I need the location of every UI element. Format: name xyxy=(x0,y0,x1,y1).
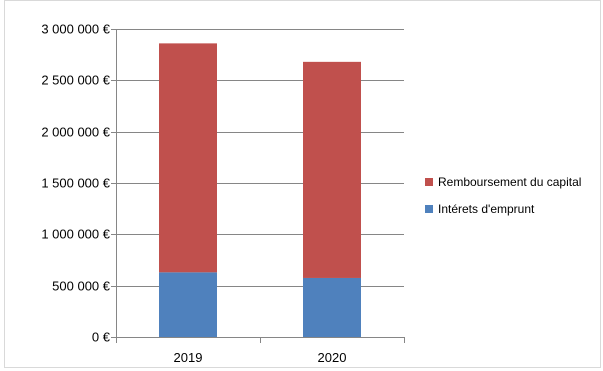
legend-swatch xyxy=(425,178,433,186)
bar-int-rets-d-emprunt xyxy=(303,277,361,337)
x-tick-label: 2019 xyxy=(174,350,203,365)
bar-remboursement-du-capital xyxy=(303,61,361,278)
bar-remboursement-du-capital xyxy=(159,43,217,273)
y-tick-label: 1 000 000 € xyxy=(41,227,110,242)
y-tick-label: 500 000 € xyxy=(52,279,111,294)
y-tick-label: 1 500 000 € xyxy=(41,176,110,191)
legend-swatch xyxy=(425,205,433,213)
y-tick-label: 2 000 000 € xyxy=(41,125,110,140)
legend-label: Intérets d'emprunt xyxy=(438,202,535,216)
bar-int-rets-d-emprunt xyxy=(159,272,217,337)
x-tick-label: 2020 xyxy=(318,350,347,365)
y-tick-label: 3 000 000 € xyxy=(41,22,110,37)
y-tick-label: 2 500 000 € xyxy=(41,73,110,88)
y-tick-label: 0 € xyxy=(92,330,111,345)
legend-label: Remboursement du capital xyxy=(438,175,581,189)
